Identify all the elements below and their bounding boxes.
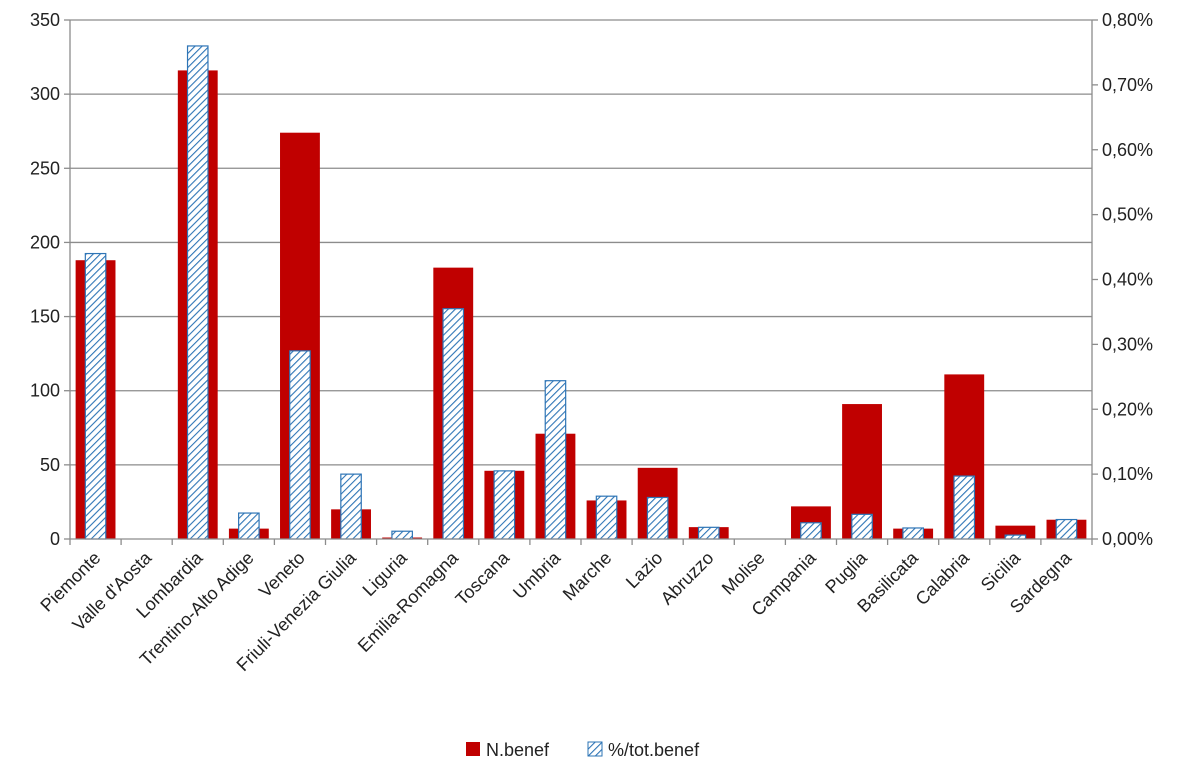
right-tick-label: 0,10% — [1102, 464, 1153, 484]
bar-pct — [442, 308, 465, 540]
left-tick-label: 250 — [30, 158, 60, 178]
right-tick-label: 0,40% — [1102, 270, 1153, 290]
bar-pct — [646, 496, 669, 540]
left-tick-label: 100 — [30, 381, 60, 401]
category-label: Lazio — [622, 548, 667, 593]
left-tick-label: 350 — [30, 10, 60, 30]
legend-label-nbenef: N.benef — [486, 740, 550, 760]
bar-pct — [186, 45, 209, 540]
right-tick-label: 0,50% — [1102, 205, 1153, 225]
left-axis-tick-labels: 0 50 100 150 200 250 300 350 — [30, 10, 60, 549]
category-label: Marche — [559, 548, 616, 605]
left-tick-label: 300 — [30, 84, 60, 104]
bar-pct — [340, 473, 362, 540]
category-label: Umbria — [509, 547, 565, 603]
right-tick-label: 0,80% — [1102, 10, 1153, 30]
bar-pct — [697, 526, 720, 540]
right-tick-label: 0,20% — [1102, 399, 1153, 419]
bar-pct — [238, 512, 260, 540]
bar-pct — [1055, 518, 1078, 540]
bar-pct — [391, 530, 413, 540]
category-label: Sicilia — [977, 547, 1025, 595]
right-tick-label: 0,70% — [1102, 75, 1153, 95]
left-tick-label: 200 — [30, 232, 60, 252]
legend: N.benef %/tot.benef — [466, 740, 700, 760]
axes — [64, 19, 1098, 545]
bar-pct — [851, 513, 873, 540]
bar-pct — [595, 495, 618, 540]
legend-label-pct: %/tot.benef — [608, 740, 700, 760]
bar-pct — [289, 350, 311, 540]
right-tick-label: 0,60% — [1102, 140, 1153, 160]
category-label: Calabria — [912, 547, 974, 609]
bar-pct — [902, 527, 924, 540]
bar-pct — [953, 475, 976, 540]
category-label: Puglia — [821, 547, 871, 597]
category-label: Abruzzo — [657, 548, 718, 609]
gridlines — [70, 19, 1092, 466]
nbenef-bars — [75, 70, 1087, 539]
left-tick-label: 0 — [50, 529, 60, 549]
right-tick-label: 0,30% — [1102, 334, 1153, 354]
left-tick-label: 150 — [30, 307, 60, 327]
bar-pct — [800, 522, 822, 540]
legend-swatch-pct — [587, 741, 603, 757]
category-label: Toscana — [452, 547, 514, 609]
bar-pct — [84, 252, 107, 540]
right-axis-tick-labels: 0,00% 0,10% 0,20% 0,30% 0,40% 0,50% 0,60% 0,70%… — [1102, 10, 1153, 549]
right-tick-label: 0,00% — [1102, 529, 1153, 549]
bar-pct — [544, 380, 567, 540]
left-tick-label: 50 — [40, 455, 60, 475]
bar-pct — [493, 470, 516, 540]
legend-swatch-nbenef — [466, 742, 480, 756]
